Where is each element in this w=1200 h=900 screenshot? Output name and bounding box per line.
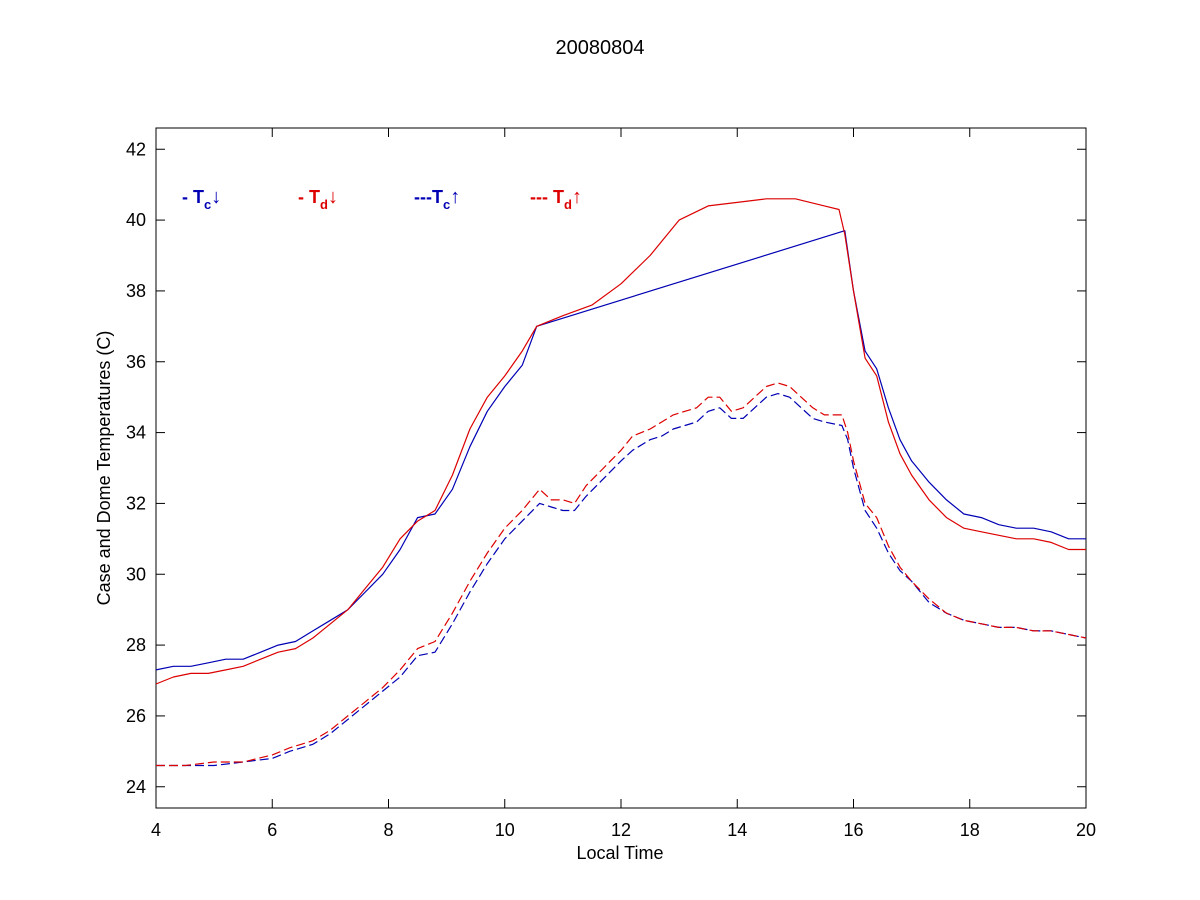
x-tick-label: 18 bbox=[960, 820, 980, 840]
legend-item-1: - Tc↓ bbox=[182, 186, 221, 212]
y-tick-label: 30 bbox=[126, 564, 146, 584]
series-layer bbox=[155, 198, 1087, 767]
y-tick-label: 32 bbox=[126, 493, 146, 513]
y-tick-label: 36 bbox=[126, 352, 146, 372]
legend-subscript: c bbox=[443, 197, 450, 212]
legend-label: --- Td↑ bbox=[530, 186, 582, 212]
x-axis-label: Local Time bbox=[576, 843, 663, 863]
legend-prefix: --- bbox=[414, 187, 432, 207]
legend-prefix: - bbox=[182, 187, 193, 207]
legend-symbol: T bbox=[309, 187, 320, 207]
legend-item-2: - Td↓ bbox=[298, 186, 338, 212]
legend-item-4: --- Td↑ bbox=[530, 186, 582, 212]
legend-subscript: d bbox=[320, 197, 328, 212]
legend-prefix: - bbox=[298, 187, 309, 207]
legend-label: - Tc↓ bbox=[182, 186, 221, 212]
x-tick-label: 4 bbox=[151, 820, 161, 840]
y-tick-label: 28 bbox=[126, 635, 146, 655]
x-tick-label: 8 bbox=[383, 820, 393, 840]
legend: - Tc↓ - Td↓ ---Tc↑ --- Td↑ bbox=[182, 186, 582, 212]
legend-label: - Td↓ bbox=[298, 186, 338, 212]
legend-arrow: ↑ bbox=[572, 186, 582, 208]
y-tick-label: 40 bbox=[126, 210, 146, 230]
legend-arrow: ↑ bbox=[450, 186, 460, 208]
series-line-1 bbox=[155, 230, 1086, 671]
x-tick-label: 6 bbox=[267, 820, 277, 840]
y-axis-label: Case and Dome Temperatures (C) bbox=[94, 331, 114, 606]
y-tick-label: 26 bbox=[126, 706, 146, 726]
x-axis: 4 6 8 10 12 14 16 18 20 bbox=[151, 128, 1096, 840]
legend-label: ---Tc↑ bbox=[414, 186, 460, 212]
series-line-3 bbox=[156, 393, 1087, 767]
series-line-4 bbox=[156, 382, 1087, 767]
plot-area-frame bbox=[155, 127, 1087, 809]
x-tick-label: 16 bbox=[843, 820, 863, 840]
chart-title: 20080804 bbox=[556, 37, 645, 59]
legend-arrow: ↓ bbox=[211, 186, 221, 208]
y-tick-label: 34 bbox=[126, 423, 146, 443]
legend-item-3: ---Tc↑ bbox=[414, 186, 460, 212]
y-tick-label: 38 bbox=[126, 281, 146, 301]
series-line-2 bbox=[155, 198, 1086, 685]
y-tick-label: 42 bbox=[126, 139, 146, 159]
legend-symbol: T bbox=[432, 187, 443, 207]
legend-symbol: T bbox=[193, 187, 204, 207]
legend-prefix: --- bbox=[530, 187, 553, 207]
x-tick-label: 20 bbox=[1076, 820, 1096, 840]
x-tick-label: 10 bbox=[495, 820, 515, 840]
legend-symbol: T bbox=[553, 187, 564, 207]
legend-subscript: c bbox=[204, 197, 211, 212]
x-tick-label: 12 bbox=[611, 820, 631, 840]
x-tick-label: 14 bbox=[727, 820, 747, 840]
legend-arrow: ↓ bbox=[328, 186, 338, 208]
y-axis: 24 26 28 30 32 34 36 38 40 42 bbox=[126, 139, 1086, 797]
y-tick-label: 24 bbox=[126, 777, 146, 797]
legend-subscript: d bbox=[564, 197, 572, 212]
